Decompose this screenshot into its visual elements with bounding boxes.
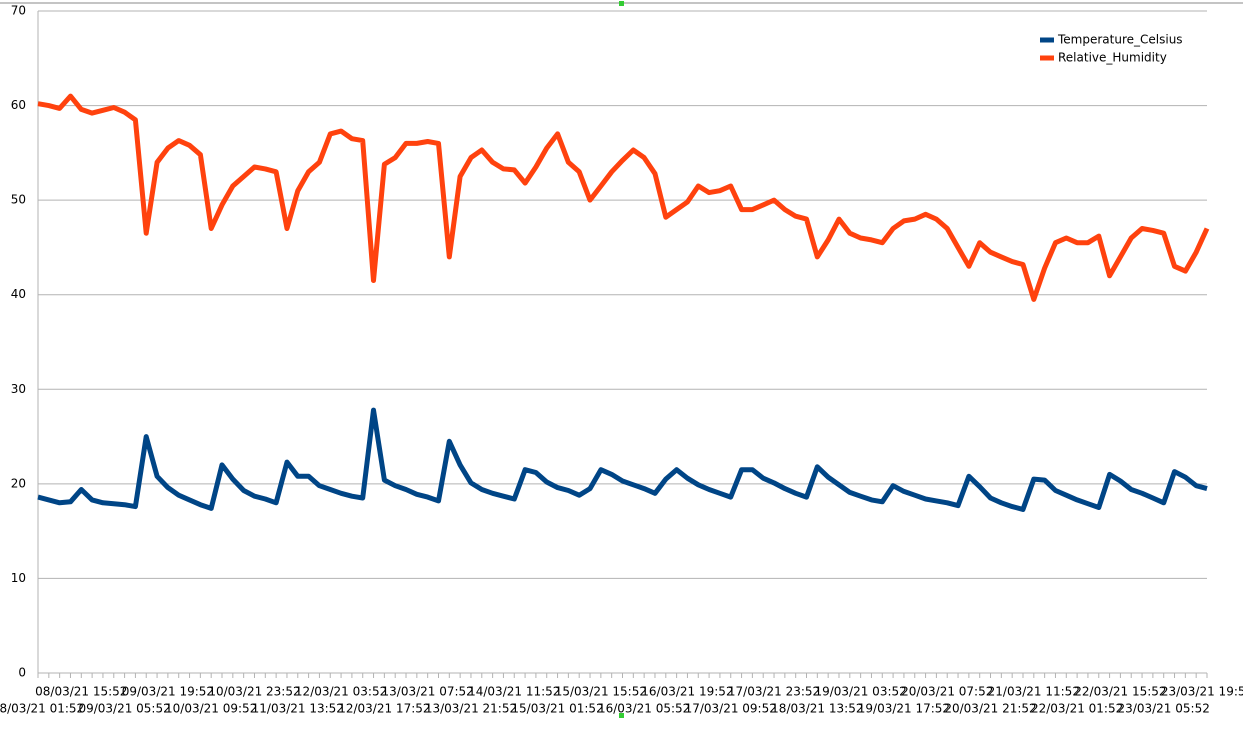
x-tick-label: 16/03/21 05:52 bbox=[598, 702, 690, 716]
x-tick-label: 20/03/21 07:52 bbox=[901, 685, 993, 699]
series-line bbox=[37, 407, 1208, 512]
selection-handle bbox=[619, 1, 624, 6]
y-tick-label: 10 bbox=[11, 571, 26, 585]
x-tick-label: 09/03/21 19:52 bbox=[122, 685, 214, 699]
x-tick-label: 19/03/21 03:52 bbox=[814, 685, 906, 699]
x-tick-label: 17/03/21 23:52 bbox=[728, 685, 820, 699]
x-tick-label: 10/03/21 23:52 bbox=[208, 685, 300, 699]
x-tick-label: 15/03/21 15:52 bbox=[555, 685, 647, 699]
y-tick-label: 30 bbox=[11, 382, 26, 396]
x-tick-label: 21/03/21 11:52 bbox=[988, 685, 1080, 699]
x-tick-label: 14/03/21 11:52 bbox=[468, 685, 560, 699]
legend-label: Temperature_Celsius bbox=[1057, 33, 1183, 47]
legend-label: Relative_Humidity bbox=[1058, 51, 1167, 65]
y-tick-label: 70 bbox=[11, 4, 26, 18]
x-tick-label: 12/03/21 17:52 bbox=[338, 702, 430, 716]
y-tick-label: 60 bbox=[11, 98, 26, 112]
x-tick-label: 17/03/21 09:52 bbox=[685, 702, 777, 716]
x-tick-label: 08/03/21 15:52 bbox=[35, 685, 127, 699]
x-tick-label: 10/03/21 09:52 bbox=[165, 702, 257, 716]
y-tick-label: 0 bbox=[18, 666, 26, 680]
x-tick-label: 23/03/21 19:52 bbox=[1161, 685, 1243, 699]
x-tick-label: 13/03/21 07:52 bbox=[382, 685, 474, 699]
x-tick-label: 11/03/21 13:52 bbox=[252, 702, 344, 716]
x-tick-label: 12/03/21 03:52 bbox=[295, 685, 387, 699]
x-tick-label: 09/03/21 05:52 bbox=[78, 702, 170, 716]
x-tick-label: 15/03/21 01:52 bbox=[511, 702, 603, 716]
x-tick-label: 22/03/21 15:52 bbox=[1074, 685, 1166, 699]
x-tick-label: 19/03/21 17:52 bbox=[858, 702, 950, 716]
x-tick-label: 20/03/21 21:52 bbox=[944, 702, 1036, 716]
x-tick-label: 22/03/21 01:52 bbox=[1031, 702, 1123, 716]
y-tick-label: 50 bbox=[11, 193, 26, 207]
x-tick-label: 13/03/21 21:52 bbox=[425, 702, 517, 716]
series-line bbox=[37, 93, 1210, 302]
y-tick-label: 20 bbox=[11, 476, 26, 490]
x-tick-label: 08/03/21 01:52 bbox=[0, 702, 84, 716]
selection-handle bbox=[619, 713, 624, 718]
x-tick-label: 23/03/21 05:52 bbox=[1118, 702, 1210, 716]
x-tick-label: 16/03/21 19:52 bbox=[641, 685, 733, 699]
y-tick-label: 40 bbox=[11, 287, 26, 301]
x-tick-label: 18/03/21 13:52 bbox=[771, 702, 863, 716]
